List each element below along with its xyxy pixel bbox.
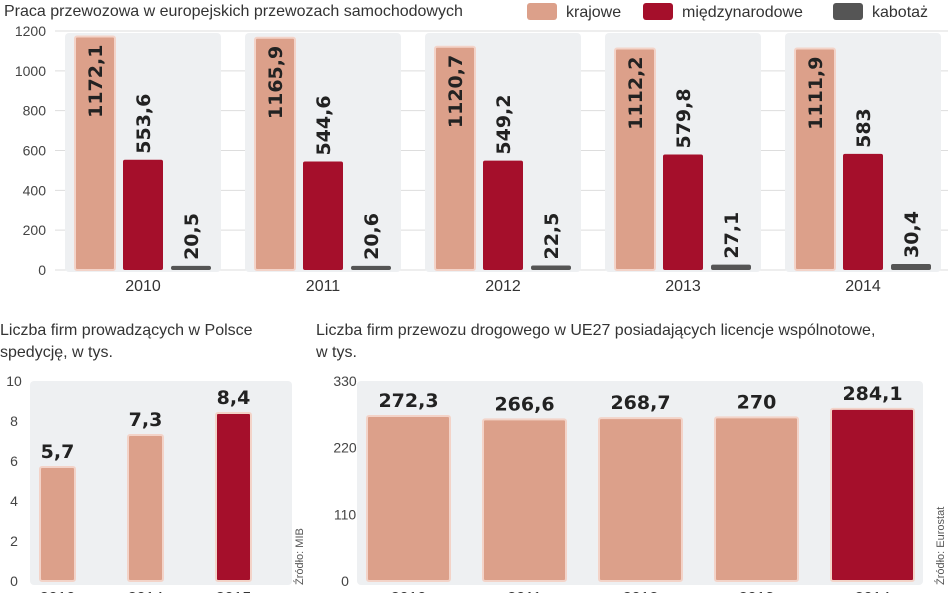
data-label: 272,3 xyxy=(378,390,438,412)
x-tick-label: 2011 xyxy=(306,278,341,295)
data-label: 284,1 xyxy=(842,383,902,405)
data-label: 27,1 xyxy=(721,212,743,259)
bar-krajowe-2012 xyxy=(434,45,476,271)
x-tick-label: 2011 xyxy=(507,590,542,593)
x-tick-label: 2014 xyxy=(128,590,164,593)
x-tick-label: 2013 xyxy=(739,590,775,593)
data-label: 1120,7 xyxy=(445,55,467,128)
bar-międzynarodowe-2012 xyxy=(483,160,523,270)
y-tick-label: 220 xyxy=(333,440,357,456)
data-label: 7,3 xyxy=(129,409,163,431)
data-label: 8,4 xyxy=(217,387,251,409)
bar-kabotaż-2011 xyxy=(351,265,391,270)
top-chart-title: Praca przewozowa w europejskich przewoza… xyxy=(4,3,463,20)
bar-2012 xyxy=(598,417,683,582)
bar-2011 xyxy=(482,418,567,583)
data-label: 544,6 xyxy=(313,95,335,155)
data-label: 20,5 xyxy=(181,213,203,260)
data-label: 20,6 xyxy=(361,213,383,260)
legend-label-miedzynarodowe: międzynarodowe xyxy=(682,4,803,21)
y-tick-label: 600 xyxy=(23,143,47,159)
legend-label-krajowe: krajowe xyxy=(566,4,621,21)
x-tick-label: 2012 xyxy=(623,590,659,593)
bar-2015 xyxy=(215,412,252,582)
bar-2014 xyxy=(830,407,915,582)
bar-krajowe-2011 xyxy=(254,36,296,272)
y-tick-label: 200 xyxy=(23,222,47,238)
left-chart-title-line2: spedycję, w tys. xyxy=(0,344,113,361)
y-tick-label: 800 xyxy=(23,103,47,119)
y-tick-label: 0 xyxy=(10,573,18,589)
y-tick-label: 2 xyxy=(10,533,18,549)
left-source: Źródło: MIB xyxy=(293,528,306,585)
bar-kabotaż-2012 xyxy=(531,265,571,270)
data-label: 22,5 xyxy=(541,213,563,260)
y-tick-label: 6 xyxy=(10,453,18,469)
y-tick-label: 330 xyxy=(333,373,357,389)
right-chart-title-line2: w tys. xyxy=(315,344,357,361)
bar-2014 xyxy=(127,434,164,582)
y-tick-label: 8 xyxy=(10,413,18,429)
bar-krajowe-2013 xyxy=(614,47,656,271)
y-tick-label: 10 xyxy=(6,373,22,389)
y-tick-label: 1000 xyxy=(15,63,46,79)
y-tick-label: 0 xyxy=(38,262,46,278)
x-tick-label: 2012 xyxy=(485,278,521,295)
y-tick-label: 1200 xyxy=(15,23,46,39)
bar-krajowe-2014 xyxy=(794,47,836,271)
y-tick-label: 4 xyxy=(10,493,18,509)
bar-2010 xyxy=(39,466,76,582)
bar-międzynarodowe-2014 xyxy=(843,153,883,270)
x-tick-label: 2010 xyxy=(391,590,427,593)
bar-międzynarodowe-2010 xyxy=(123,159,163,270)
data-label: 1165,9 xyxy=(265,46,287,119)
bar-2013 xyxy=(714,416,799,583)
data-label: 266,6 xyxy=(494,393,554,415)
bar-międzynarodowe-2011 xyxy=(303,161,343,270)
x-tick-label: 2013 xyxy=(665,278,701,295)
data-label: 5,7 xyxy=(41,441,75,463)
bar-międzynarodowe-2013 xyxy=(663,154,703,270)
x-tick-label: 2010 xyxy=(40,590,76,593)
legend: krajowe międzynarodowe kabotaż xyxy=(527,3,928,21)
legend-swatch-kabotaz xyxy=(833,3,863,20)
legend-label-kabotaz: kabotaż xyxy=(872,4,928,21)
bar-kabotaż-2014 xyxy=(891,263,931,270)
bar-kabotaż-2010 xyxy=(171,265,211,270)
bar-krajowe-2010 xyxy=(74,35,116,272)
legend-swatch-krajowe xyxy=(527,3,557,20)
right-chart-title-line1: Liczba firm przewozu drogowego w UE27 po… xyxy=(316,322,875,339)
data-label: 549,2 xyxy=(493,95,515,155)
data-label: 553,6 xyxy=(133,94,155,154)
x-tick-label: 2015 xyxy=(216,590,252,593)
y-tick-label: 0 xyxy=(341,573,349,589)
data-label: 268,7 xyxy=(610,392,670,414)
data-label: 583 xyxy=(853,108,875,148)
bar-2010 xyxy=(366,414,451,582)
data-label: 1112,2 xyxy=(625,56,647,129)
left-chart-title-line1: Liczba firm prowadzących w Polsce xyxy=(0,322,253,339)
legend-swatch-miedzynarodowe xyxy=(643,3,673,20)
x-tick-label: 2010 xyxy=(125,278,161,295)
x-tick-label: 2014 xyxy=(855,590,891,593)
y-tick-label: 110 xyxy=(334,506,357,522)
y-tick-label: 400 xyxy=(23,182,47,198)
data-label: 30,4 xyxy=(901,211,923,258)
data-label: 1172,1 xyxy=(85,45,107,118)
data-label: 1111,9 xyxy=(805,57,827,130)
data-label: 270 xyxy=(737,391,777,413)
x-tick-label: 2014 xyxy=(845,278,881,295)
bar-kabotaż-2013 xyxy=(711,264,751,270)
right-source: Źródło: Eurostat xyxy=(934,507,947,585)
data-label: 579,8 xyxy=(673,88,695,148)
